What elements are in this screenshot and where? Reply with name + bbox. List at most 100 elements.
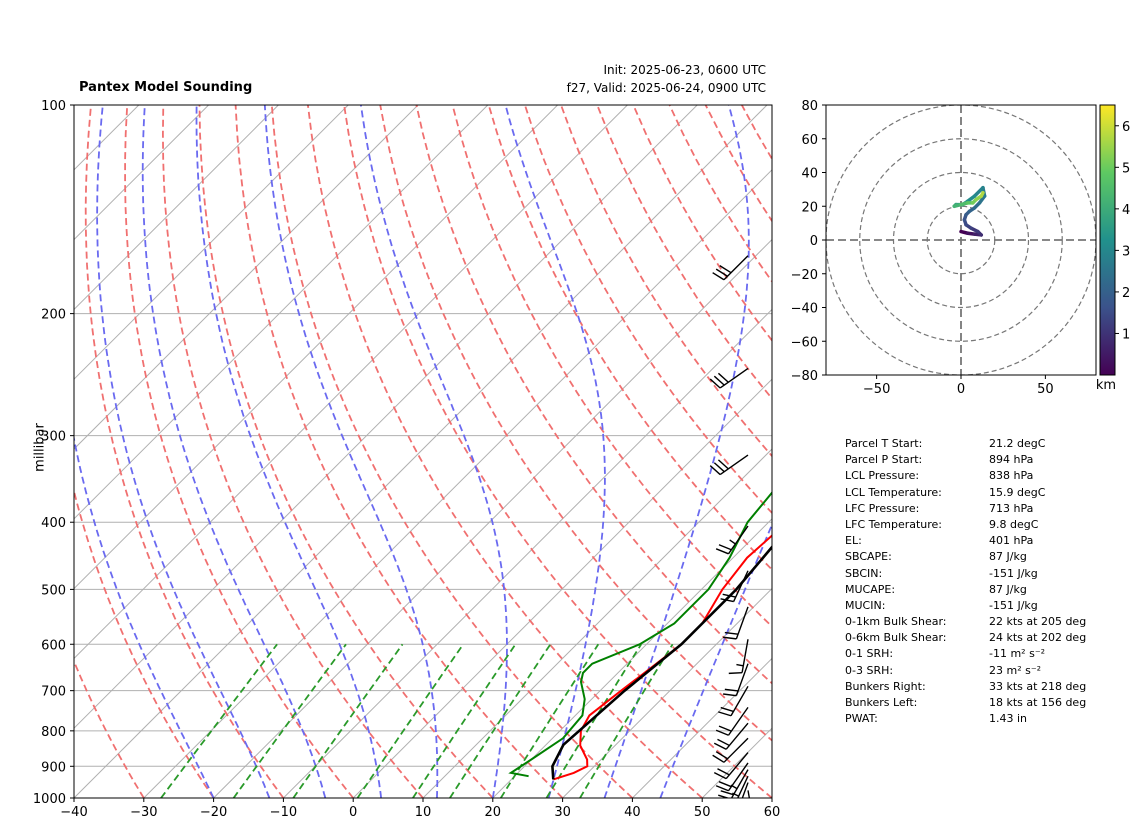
mixing-ratio-line xyxy=(160,643,278,798)
wind-barb xyxy=(718,685,749,717)
param-label: LFC Temperature: xyxy=(845,517,943,531)
param-label: LCL Temperature: xyxy=(845,485,942,499)
wind-barb xyxy=(709,454,749,476)
param-value: 23 m² s⁻² xyxy=(989,663,1042,677)
dry-adiabat xyxy=(74,658,145,798)
colorbar-tick-label: 5 xyxy=(1122,161,1130,176)
hodograph-y-tick-label: −40 xyxy=(791,302,818,317)
hodograph-y-tick-label: 40 xyxy=(801,167,818,182)
isotherm-line xyxy=(74,105,698,729)
temperature-line xyxy=(552,534,772,781)
param-row: 0-3 SRH: 23 m² s⁻² xyxy=(845,664,1105,680)
x-tick-label: −40 xyxy=(60,805,87,820)
param-value: -11 m² s⁻² xyxy=(989,647,1046,661)
hodograph-segment xyxy=(972,185,985,198)
mixing-ratio-line xyxy=(500,643,600,798)
wind-barb xyxy=(728,639,749,675)
hodograph-y-tick-label: −60 xyxy=(791,335,818,350)
param-row: 0-1km Bulk Shear: 22 kts at 205 deg xyxy=(845,615,1105,631)
param-row: LFC Temperature: 9.8 degC xyxy=(845,518,1105,534)
isotherm-line xyxy=(74,105,489,520)
param-label: SBCAPE: xyxy=(845,550,892,564)
isotherm-line xyxy=(632,657,772,798)
mixing-ratio-line xyxy=(579,643,674,798)
dry-adiabat xyxy=(74,487,215,798)
isotherm-line xyxy=(283,308,772,798)
colorbar-label: km xyxy=(1096,378,1116,393)
hodograph-x-tick-label: 0 xyxy=(957,382,965,397)
param-value: 21.2 degC xyxy=(989,437,1046,450)
param-row: PWAT: 1.43 in xyxy=(845,712,1105,728)
hodograph-y-tick-label: −20 xyxy=(791,268,818,283)
param-value: 1.43 in xyxy=(989,712,1028,726)
hodograph-y-tick-label: 60 xyxy=(801,133,818,148)
hodograph-segment xyxy=(979,191,985,198)
wind-barb xyxy=(720,570,749,603)
sounding-parameters: Parcel T Start: 21.2 degC Parcel P Start: 8… xyxy=(845,437,1105,728)
param-label: PWAT: xyxy=(845,712,878,726)
x-tick-label: −30 xyxy=(130,805,157,820)
param-value: 401 hPa xyxy=(989,534,1034,548)
x-tick-label: 0 xyxy=(349,805,357,820)
param-label: SBCIN: xyxy=(845,566,883,580)
param-row: SBCIN: -151 J/kg xyxy=(845,567,1105,583)
param-label: LCL Pressure: xyxy=(845,469,920,483)
y-tick-label: 300 xyxy=(41,430,66,445)
wind-barb xyxy=(712,737,749,763)
colorbar-tick-label: 2 xyxy=(1122,286,1130,301)
hodograph-y-tick-label: 0 xyxy=(810,234,818,249)
moist-adiabat xyxy=(96,105,271,798)
colorbar-tick-label: 6 xyxy=(1122,120,1130,135)
wind-barb xyxy=(747,790,751,798)
y-tick-label: 200 xyxy=(41,308,66,323)
mixing-ratio-line xyxy=(412,643,517,798)
colorbar-tick-label: 3 xyxy=(1122,244,1130,259)
param-row: SBCAPE: 87 J/kg xyxy=(845,550,1105,566)
x-tick-label: 10 xyxy=(415,805,432,820)
isobar-grid xyxy=(74,105,772,798)
isotherm-line xyxy=(74,105,768,798)
wind-barb xyxy=(715,706,749,736)
y-axis-label: millibar xyxy=(32,423,48,472)
mixing-ratio-lines xyxy=(160,643,674,798)
isotherm-line xyxy=(74,105,279,311)
dry-adiabat xyxy=(487,105,772,571)
isotherm-line xyxy=(74,105,558,590)
wind-barb xyxy=(715,525,749,555)
param-value: 33 kts at 218 deg xyxy=(989,679,1087,693)
param-label: 0-6km Bulk Shear: xyxy=(845,631,947,645)
isotherm-line xyxy=(352,378,772,798)
param-label: 0-3 SRH: xyxy=(845,663,894,677)
dry-adiabat xyxy=(270,105,634,798)
wind-barb xyxy=(709,367,749,389)
hodograph-rings xyxy=(826,105,1096,375)
isotherm-line xyxy=(492,518,772,798)
wind-barb xyxy=(712,255,749,281)
isotherm-line xyxy=(143,169,772,798)
moist-adiabat xyxy=(504,105,606,798)
param-value: 9.8 degC xyxy=(989,517,1039,531)
moist-adiabats xyxy=(74,105,772,798)
param-row: LCL Temperature: 15.9 degC xyxy=(845,486,1105,502)
isotherm-line xyxy=(213,238,772,798)
mixing-ratio-line xyxy=(292,643,404,798)
moist-adiabat xyxy=(603,105,750,798)
moist-adiabat xyxy=(360,105,508,798)
hodograph-plot-area xyxy=(826,105,1096,375)
dry-adiabat xyxy=(124,105,354,798)
param-row: MUCIN: -151 J/kg xyxy=(845,599,1105,615)
y-tick-label: 700 xyxy=(41,685,66,700)
skewt-ticks: −40 −30 −20 −10 0 10 20 30 40 50 60 100 200 300 400 500… xyxy=(33,99,780,820)
y-tick-label: 100 xyxy=(41,99,66,114)
param-value: 24 kts at 202 deg xyxy=(989,631,1087,645)
param-value: 838 hPa xyxy=(989,469,1034,483)
param-row: 0-1 SRH: -11 m² s⁻² xyxy=(845,647,1105,663)
wind-barb xyxy=(713,752,749,780)
mixing-ratio-line xyxy=(356,643,464,798)
dry-adiabat xyxy=(161,105,424,798)
init-time: Init: 2025-06-23, 0600 UTC xyxy=(603,63,766,77)
param-row: Parcel P Start: 894 hPa xyxy=(845,453,1105,469)
hodograph-x-tick-label: −50 xyxy=(863,382,890,397)
param-value: 87 J/kg xyxy=(989,550,1027,564)
